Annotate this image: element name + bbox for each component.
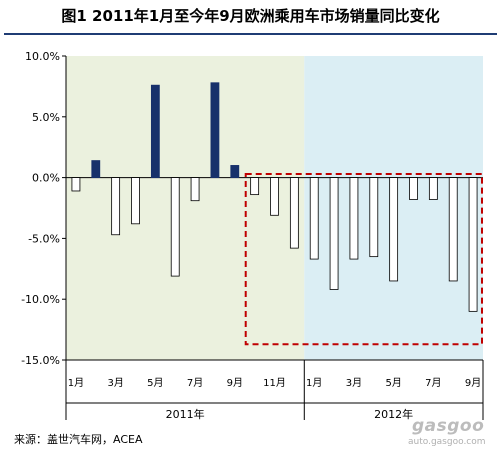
bar [428,177,438,200]
x-tick-label: 11月 [263,377,286,389]
x-tick-label: 7月 [425,377,441,389]
bar [91,160,101,179]
bar [170,177,180,277]
bar [250,177,260,196]
y-tick-label: -15.0% [21,354,60,367]
bar [190,177,200,202]
bar [309,177,319,260]
y-tick-label: 5.0% [32,111,60,124]
watermark-brand: gasgoo [412,416,485,436]
bar [409,177,418,200]
y-tick-label: -10.0% [21,293,60,306]
x-tick-label: 7月 [187,377,203,389]
x-tick-label: 1月 [68,377,84,389]
y-tick-label: 10.0% [25,50,60,63]
bar [71,177,81,192]
bar [468,177,478,312]
x-tick-label: 5月 [147,377,163,389]
bar [349,177,359,260]
chart-title: 图1 2011年1月至今年9月欧洲乘用车市场销量同比变化 [61,7,440,25]
group-label: 2011年 [166,407,205,421]
x-tick-label: 1月 [306,377,322,389]
bar [369,177,379,258]
bar [230,165,240,179]
bar [111,177,121,236]
bar [131,177,140,225]
bar [289,177,299,249]
watermark-logo: gasgoo auto.gasgoo.com [398,410,494,448]
group-label: 2012年 [374,407,413,421]
x-tick-label: 9月 [465,377,481,389]
watermark-url: auto.gasgoo.com [408,437,486,447]
highlight-box [244,172,483,346]
y-tick-label: -5.0% [28,232,60,245]
bar [210,82,220,178]
title-divider [4,33,497,35]
source-note: 来源：盖世汽车网，ACEA [14,433,143,446]
bar [389,177,399,282]
bar [329,177,339,290]
x-tick-label: 9月 [227,377,243,389]
bar [270,177,279,216]
background-2011 [66,56,305,360]
bar [150,84,160,178]
x-tick-label: 3月 [107,377,123,389]
bar [448,177,458,282]
x-tick-label: 3月 [346,377,362,389]
x-tick-label: 5月 [385,377,401,389]
y-tick-label: 0.0% [32,172,60,185]
